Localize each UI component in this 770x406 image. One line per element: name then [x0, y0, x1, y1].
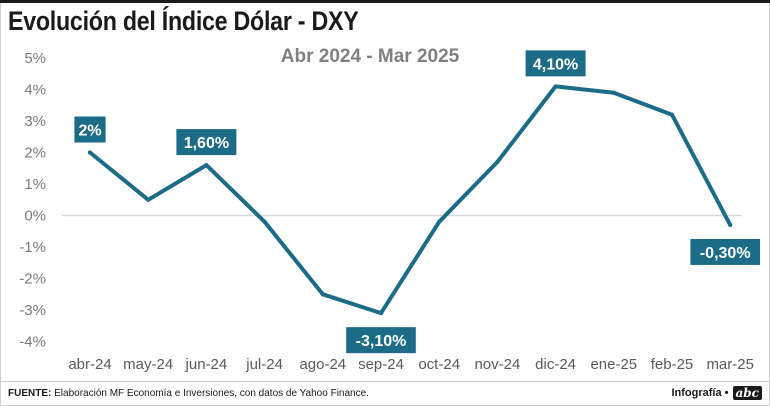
x-tick-label: abr-24 — [68, 356, 111, 373]
data-point — [146, 197, 151, 202]
data-label-box — [690, 238, 760, 265]
x-tick-label: mar-25 — [706, 356, 754, 373]
data-label-box — [525, 50, 586, 77]
series-line — [88, 84, 733, 316]
y-tick-label: -1% — [19, 239, 46, 256]
data-label: 4,10% — [533, 56, 578, 73]
x-tick-label: nov-24 — [474, 356, 520, 373]
credit: Infografía • abc — [671, 386, 762, 400]
data-point — [728, 222, 733, 227]
data-point — [495, 159, 500, 164]
x-tick-label: jul-24 — [245, 356, 283, 373]
y-tick-label: 3% — [24, 113, 46, 130]
data-point — [553, 84, 558, 89]
credit-text: Infografía • — [671, 387, 729, 399]
y-tick-label: -4% — [19, 334, 46, 351]
x-tick-label: dic-24 — [535, 356, 576, 373]
data-point — [262, 219, 267, 224]
data-point — [437, 219, 442, 224]
publisher-logo: abc — [732, 386, 762, 400]
footer-rule — [0, 381, 770, 382]
data-point — [670, 112, 674, 117]
y-tick-label: 5% — [24, 50, 46, 67]
data-label: 2% — [78, 123, 101, 140]
y-tick-label: -2% — [19, 271, 46, 288]
data-point — [320, 292, 325, 297]
source-label: FUENTE: — [8, 388, 52, 399]
x-tick-label: ene-25 — [590, 356, 637, 373]
data-label: 1,60% — [184, 135, 229, 152]
y-tick-label: 2% — [24, 145, 46, 162]
data-label-box — [74, 116, 106, 143]
source-note: FUENTE: Elaboración MF Economía e Invers… — [8, 388, 369, 399]
y-tick-label: 4% — [24, 82, 46, 99]
x-tick-label: jun-24 — [185, 356, 228, 373]
data-label-box — [176, 129, 237, 156]
source-text: Elaboración MF Economía e Inversiones, c… — [54, 388, 369, 399]
chart-title: Evolución del Índice Dólar - DXY — [8, 6, 359, 36]
x-tick-label: may-24 — [123, 356, 173, 373]
data-point — [611, 90, 616, 95]
y-tick-label: 0% — [24, 208, 46, 225]
top-rule — [0, 0, 770, 3]
data-point — [379, 311, 383, 316]
data-point — [88, 150, 92, 155]
data-label-box — [346, 327, 416, 354]
y-tick-label: 1% — [24, 176, 46, 193]
x-tick-label: feb-25 — [651, 356, 694, 373]
data-label: -0,30% — [700, 245, 751, 262]
data-point — [204, 163, 209, 168]
x-tick-label: oct-24 — [418, 356, 460, 373]
y-tick-label: -3% — [19, 302, 46, 319]
x-tick-label: sep-24 — [358, 356, 404, 373]
chart-subtitle: Abr 2024 - Mar 2025 — [280, 46, 460, 67]
data-label: -3,10% — [356, 333, 407, 350]
x-tick-label: ago-24 — [299, 356, 346, 373]
